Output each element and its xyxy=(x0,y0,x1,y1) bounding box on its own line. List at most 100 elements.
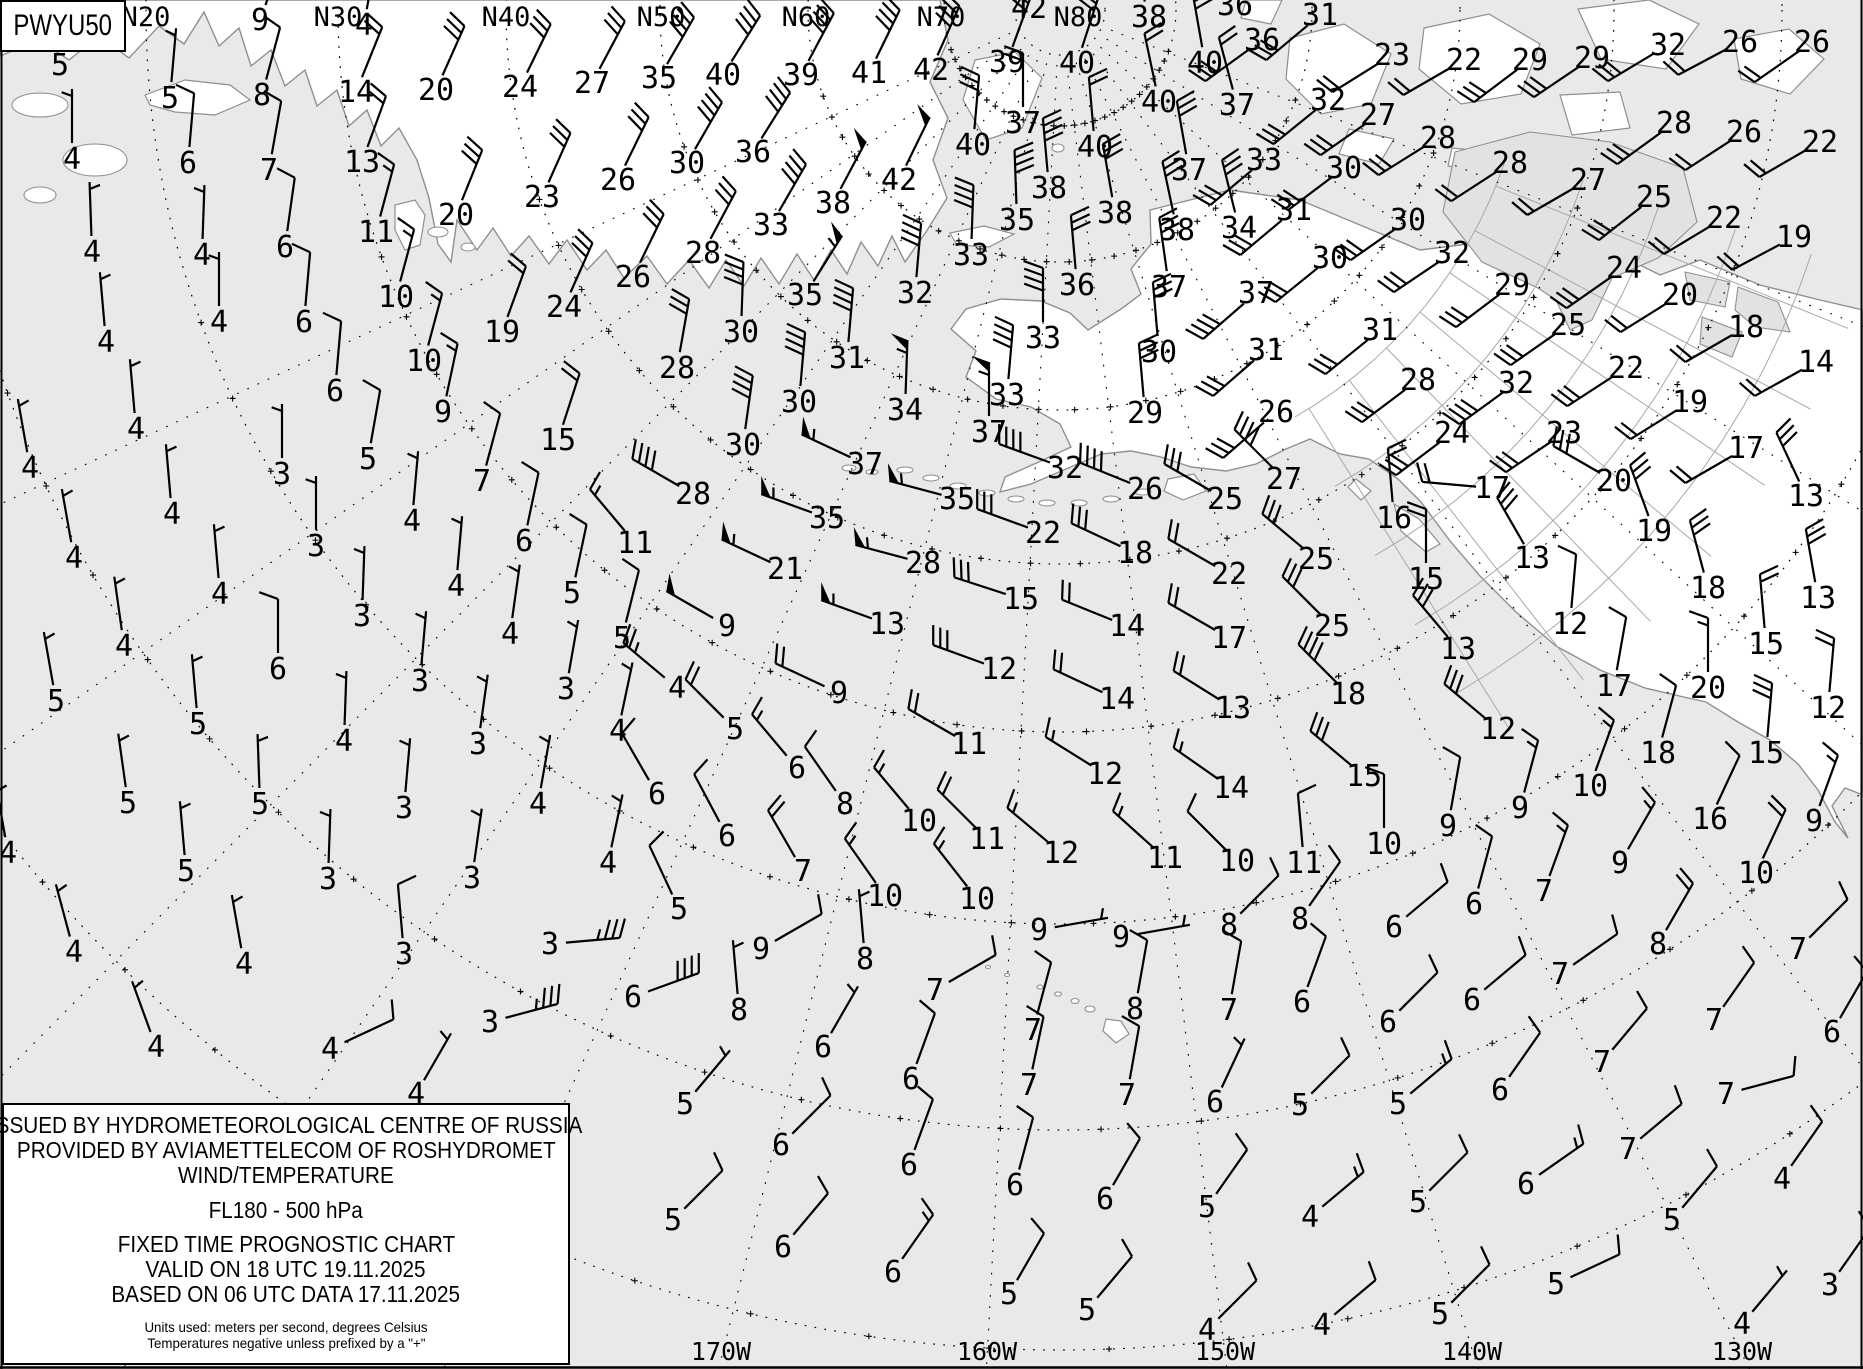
islet xyxy=(1036,984,1044,990)
wind-station: 4 xyxy=(622,623,686,706)
barb-staff xyxy=(1688,520,1705,573)
temperature-label: 5 xyxy=(664,1203,682,1238)
wind-station: 24 xyxy=(502,8,552,105)
barb-full xyxy=(1438,315,1457,329)
wind-station: 4 xyxy=(1313,1260,1377,1343)
temperature-label: 10 xyxy=(901,804,937,839)
barb-staff xyxy=(1594,719,1615,772)
barb-staff xyxy=(843,838,877,884)
barb-full xyxy=(1806,525,1826,538)
wind-station: 35 xyxy=(760,476,845,536)
wind-station: 14 xyxy=(338,12,384,110)
wind-station: 38 xyxy=(1097,133,1133,231)
barb-full xyxy=(1194,0,1213,10)
wind-station: 42 xyxy=(881,104,931,198)
barb-full xyxy=(1269,281,1288,294)
temperature-label: 6 xyxy=(179,146,197,181)
barb-staff xyxy=(1272,109,1317,145)
barb-pennant xyxy=(890,333,908,351)
temperature-label: 5 xyxy=(359,442,377,477)
barb-staff xyxy=(1715,755,1741,805)
barb-full xyxy=(1620,421,1638,436)
barb-staff xyxy=(265,27,282,80)
wind-station: 10 xyxy=(1572,706,1615,804)
wind-station: 7 xyxy=(1717,1055,1797,1112)
barb-full xyxy=(1561,287,1580,301)
graticule-cross xyxy=(1297,1100,1304,1107)
temperature-label: 38 xyxy=(815,186,851,221)
barb-staff xyxy=(694,101,723,150)
barb-full xyxy=(563,360,581,375)
barb-full xyxy=(1167,519,1173,540)
barb-full xyxy=(1014,164,1035,174)
barb-full xyxy=(1480,1245,1491,1265)
wind-station: 3 xyxy=(305,476,325,564)
graticule-cross xyxy=(1198,1118,1205,1125)
graticule-cross xyxy=(1106,1346,1113,1353)
wind-station: 7 xyxy=(767,794,812,889)
barb-staff xyxy=(1677,48,1727,76)
barb-full xyxy=(1308,636,1319,656)
barb-staff xyxy=(1274,267,1319,303)
wind-station: 40 xyxy=(1141,21,1177,120)
graticule-cross xyxy=(1748,887,1755,894)
temperature-label: 12 xyxy=(1810,691,1846,726)
temperature-label: 6 xyxy=(1379,1005,1397,1040)
wind-station: 27 xyxy=(574,5,626,101)
temperature-label: 4 xyxy=(355,8,373,43)
barb-full xyxy=(1499,348,1518,362)
barb-staff xyxy=(1450,170,1498,203)
graticule-cross xyxy=(1083,728,1090,735)
barb-full xyxy=(1077,506,1082,527)
wind-station: 9 xyxy=(1511,728,1540,826)
barb-full xyxy=(463,142,481,158)
barb-full xyxy=(1743,65,1762,79)
wind-station: 10 xyxy=(406,281,444,379)
barb-staff xyxy=(1395,441,1440,477)
barb-full xyxy=(1600,152,1618,166)
wind-station: 9 xyxy=(251,0,269,38)
barb-staff xyxy=(973,75,981,130)
temperature-label: 28 xyxy=(659,351,695,386)
wind-station: 3 xyxy=(353,546,371,634)
temperature-label: 4 xyxy=(97,325,115,360)
islet xyxy=(1003,972,1011,978)
graticule-cross xyxy=(701,1069,708,1076)
graticule-cross xyxy=(707,436,714,443)
barb-full xyxy=(1158,207,1178,219)
barb-staff xyxy=(1402,67,1451,96)
temperature-label: 26 xyxy=(1258,395,1294,430)
barb-full xyxy=(1428,953,1439,973)
wind-station: 13 xyxy=(1412,577,1476,667)
barb-staff xyxy=(113,576,123,631)
barb-full xyxy=(621,557,640,571)
barb-full xyxy=(1505,344,1524,358)
temperature-label: 8 xyxy=(1126,992,1144,1027)
barb-full xyxy=(1604,59,1622,75)
barb-full xyxy=(637,442,644,463)
barb-full xyxy=(1807,532,1827,545)
temperature-label: 3 xyxy=(463,861,481,896)
chart-type: WIND/TEMPERATURE xyxy=(178,1162,394,1188)
barb-full xyxy=(1454,403,1473,417)
temperature-label: 4 xyxy=(403,504,421,539)
barb-full xyxy=(680,1,695,19)
wind-station: 4 xyxy=(163,444,181,532)
wind-station: 7 xyxy=(1024,950,1053,1048)
graticule-cross xyxy=(1530,294,1537,301)
barb-full xyxy=(1267,499,1276,520)
barb-staff xyxy=(1523,740,1540,793)
graticule-cross xyxy=(1245,174,1252,181)
wind-station: 22 xyxy=(976,489,1061,551)
barb-full xyxy=(1167,583,1173,604)
barb-staff xyxy=(526,472,540,526)
graticule-cross xyxy=(1471,374,1478,381)
wind-station: 5 xyxy=(613,557,641,656)
islet xyxy=(1007,495,1025,503)
barb-full xyxy=(1517,935,1527,956)
barb-full xyxy=(1164,164,1184,178)
island xyxy=(1577,0,1700,70)
barb-staff xyxy=(1013,150,1018,205)
barb-full xyxy=(1521,728,1539,742)
